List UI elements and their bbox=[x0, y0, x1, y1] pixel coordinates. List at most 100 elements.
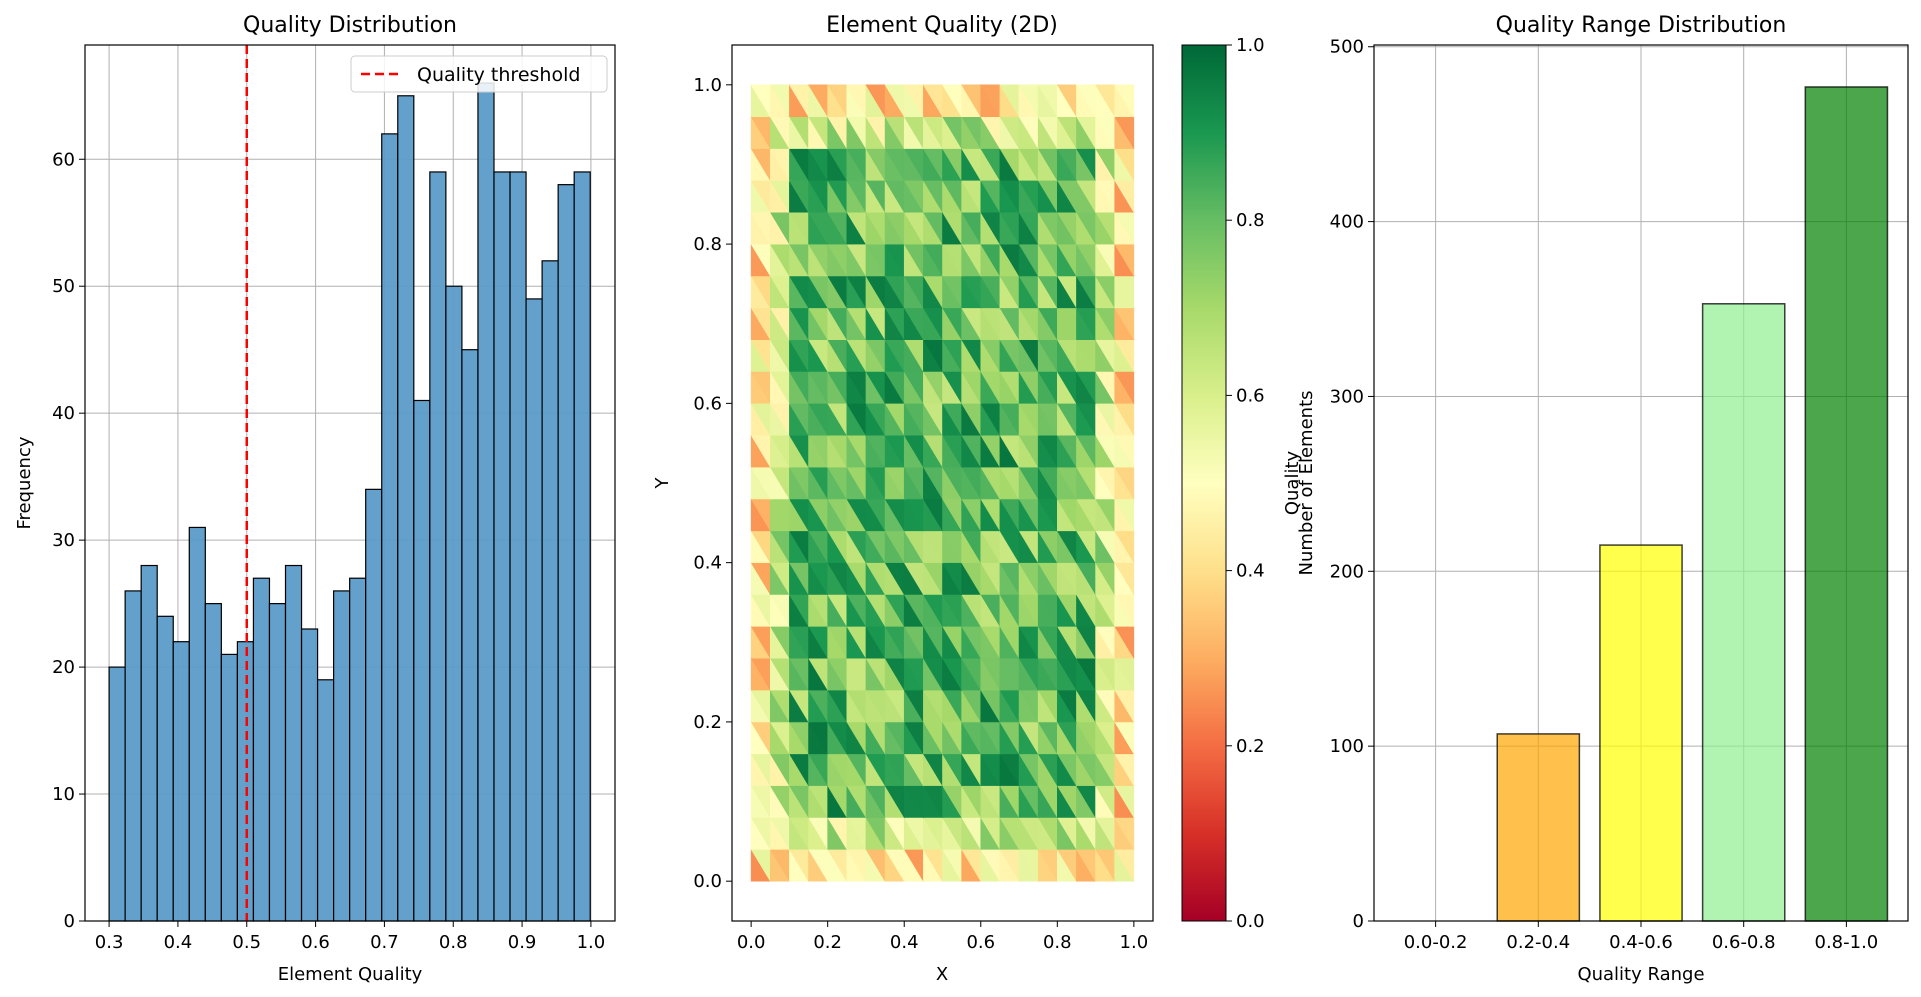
histogram-ylabel: Frequency bbox=[14, 436, 35, 529]
range-bar bbox=[1804, 86, 1889, 922]
quality-map-x-tick-label: 0.4 bbox=[890, 932, 919, 953]
range-bar-y-tick-label: 0 bbox=[1353, 911, 1364, 932]
histogram-bar bbox=[365, 488, 383, 922]
histogram-bar bbox=[413, 399, 431, 922]
colorbar-tick-label: 1.0 bbox=[1236, 35, 1265, 56]
range-bar-category-label: 0.8-1.0 bbox=[1815, 932, 1879, 953]
colorbar bbox=[1181, 44, 1227, 922]
histogram-bar bbox=[429, 171, 447, 922]
range-bar-category-label: 0.6-0.8 bbox=[1712, 932, 1776, 953]
histogram-bar bbox=[477, 82, 495, 922]
histogram-bar bbox=[397, 95, 415, 922]
colorbar-tick-label: 0.0 bbox=[1236, 911, 1265, 932]
range-bar-category-label: 0.4-0.6 bbox=[1609, 932, 1673, 953]
range-bar bbox=[1701, 303, 1786, 922]
histogram-x-tick-label: 0.9 bbox=[508, 932, 537, 953]
range-bar-category-label: 0.2-0.4 bbox=[1506, 932, 1570, 953]
histogram-ticks: 0.3 0.4 0.5 0.6 0.7 0.8 0.9 1.0 0 10 20 30 40 50 60 bbox=[52, 149, 605, 953]
histogram-bar bbox=[557, 184, 575, 922]
histogram-bar bbox=[172, 641, 190, 922]
range-bar-panel: Quality Range Distribution 0.0-0.2 0.2-0.… bbox=[1296, 13, 1909, 985]
histogram-bar bbox=[220, 653, 238, 922]
quality-map-frame bbox=[731, 44, 1154, 922]
histogram-y-tick-label: 0 bbox=[64, 911, 75, 932]
histogram-bar bbox=[509, 171, 527, 922]
quality-map-x-tick-label: 0.2 bbox=[813, 932, 842, 953]
quality-map-title: Element Quality (2D) bbox=[826, 13, 1058, 38]
range-bars bbox=[1496, 86, 1889, 922]
histogram-title: Quality Distribution bbox=[243, 13, 457, 38]
histogram-bar bbox=[284, 564, 303, 922]
quality-map-y-tick-label: 0.0 bbox=[693, 871, 722, 892]
histogram-bar bbox=[124, 590, 142, 922]
histogram-bar bbox=[316, 679, 335, 922]
histogram-bar bbox=[493, 171, 511, 922]
quality-map-xlabel: X bbox=[936, 964, 948, 985]
histogram-bar bbox=[349, 577, 367, 922]
histogram-x-tick-label: 0.6 bbox=[301, 932, 330, 953]
histogram-x-tick-label: 0.4 bbox=[164, 932, 193, 953]
histogram-bars bbox=[108, 82, 591, 922]
histogram-bar bbox=[573, 171, 591, 922]
colorbar-tick-label: 0.6 bbox=[1236, 385, 1265, 406]
histogram-x-tick-label: 0.5 bbox=[232, 932, 261, 953]
colorbar-label: Quality bbox=[1282, 450, 1303, 515]
histogram-xlabel: Element Quality bbox=[278, 964, 423, 985]
histogram-x-tick-label: 0.8 bbox=[439, 932, 468, 953]
histogram-y-tick-label: 30 bbox=[52, 530, 75, 551]
histogram-y-tick-label: 10 bbox=[52, 784, 75, 805]
histogram-bar bbox=[140, 564, 158, 922]
quality-map-x-tick-label: 0.0 bbox=[737, 932, 766, 953]
histogram-x-tick-label: 0.3 bbox=[95, 932, 124, 953]
range-bar-ticks: 0.0-0.2 0.2-0.4 0.4-0.6 0.6-0.8 0.8-1.0 0 100 2… bbox=[1330, 37, 1879, 953]
range-bar-y-tick-label: 100 bbox=[1330, 736, 1364, 757]
histogram-bar bbox=[381, 133, 399, 922]
histogram-y-tick-label: 50 bbox=[52, 276, 75, 297]
histogram-bar bbox=[268, 603, 287, 922]
quality-map-x-tick-label: 0.6 bbox=[966, 932, 995, 953]
range-bar-y-tick-label: 400 bbox=[1330, 212, 1364, 233]
colorbar-tick-label: 0.2 bbox=[1236, 736, 1265, 757]
histogram-bar bbox=[188, 526, 206, 922]
quality-map-y-tick-label: 0.2 bbox=[693, 712, 722, 733]
range-bar-y-tick-label: 500 bbox=[1330, 37, 1364, 58]
histogram-bar bbox=[204, 603, 222, 922]
histogram-legend: Quality threshold bbox=[350, 55, 608, 93]
histogram-bar bbox=[333, 590, 351, 922]
range-bar bbox=[1496, 733, 1581, 922]
quality-map-y-tick-label: 0.8 bbox=[693, 234, 722, 255]
histogram-y-tick-label: 40 bbox=[52, 403, 75, 424]
quality-map-cells bbox=[750, 83, 1135, 883]
histogram-y-tick-label: 20 bbox=[52, 657, 75, 678]
quality-map-cell bbox=[1114, 84, 1135, 118]
histogram-frame bbox=[84, 44, 616, 922]
histogram-bar bbox=[541, 260, 559, 922]
colorbar-ticks: 0.0 0.2 0.4 0.6 0.8 1.0 bbox=[1226, 35, 1265, 932]
range-bar-title: Quality Range Distribution bbox=[1496, 13, 1787, 38]
quality-map-ylabel: Y bbox=[652, 477, 673, 490]
legend-threshold-label: Quality threshold bbox=[417, 64, 580, 86]
histogram-bar bbox=[525, 298, 543, 922]
range-bar-y-tick-label: 200 bbox=[1330, 561, 1364, 582]
range-bar-y-tick-label: 300 bbox=[1330, 386, 1364, 407]
legend-box bbox=[350, 55, 608, 93]
quality-map-panel: Element Quality (2D) 0.0 0.2 0.4 0.6 0.8 1.00… bbox=[652, 13, 1303, 985]
histogram-bar bbox=[108, 666, 126, 922]
colorbar-tick-label: 0.4 bbox=[1236, 561, 1265, 582]
histogram-bar bbox=[236, 641, 255, 922]
quality-map-y-tick-label: 0.6 bbox=[693, 393, 722, 414]
colorbar-tick-label: 0.8 bbox=[1236, 210, 1265, 231]
histogram-bar bbox=[156, 615, 174, 922]
quality-map-y-tick-label: 1.0 bbox=[693, 75, 722, 96]
histogram-x-tick-label: 1.0 bbox=[577, 932, 606, 953]
histogram-bar bbox=[300, 628, 319, 922]
histogram-bar bbox=[252, 577, 271, 922]
quality-map-ticks: 0.0 0.2 0.4 0.6 0.8 1.0 0.0 0.2 0.4 0.6 0.8 1.0 bbox=[693, 75, 1148, 953]
quality-map-x-tick-label: 1.0 bbox=[1120, 932, 1149, 953]
range-bar bbox=[1599, 544, 1683, 922]
histogram-bar bbox=[445, 285, 463, 922]
histogram-panel: Quality Distribution 0.3 0.4 0.5 0.6 0.7 0.8 0… bbox=[14, 13, 616, 985]
quality-map-x-tick-label: 0.8 bbox=[1043, 932, 1072, 953]
quality-map-y-tick-label: 0.4 bbox=[693, 553, 722, 574]
